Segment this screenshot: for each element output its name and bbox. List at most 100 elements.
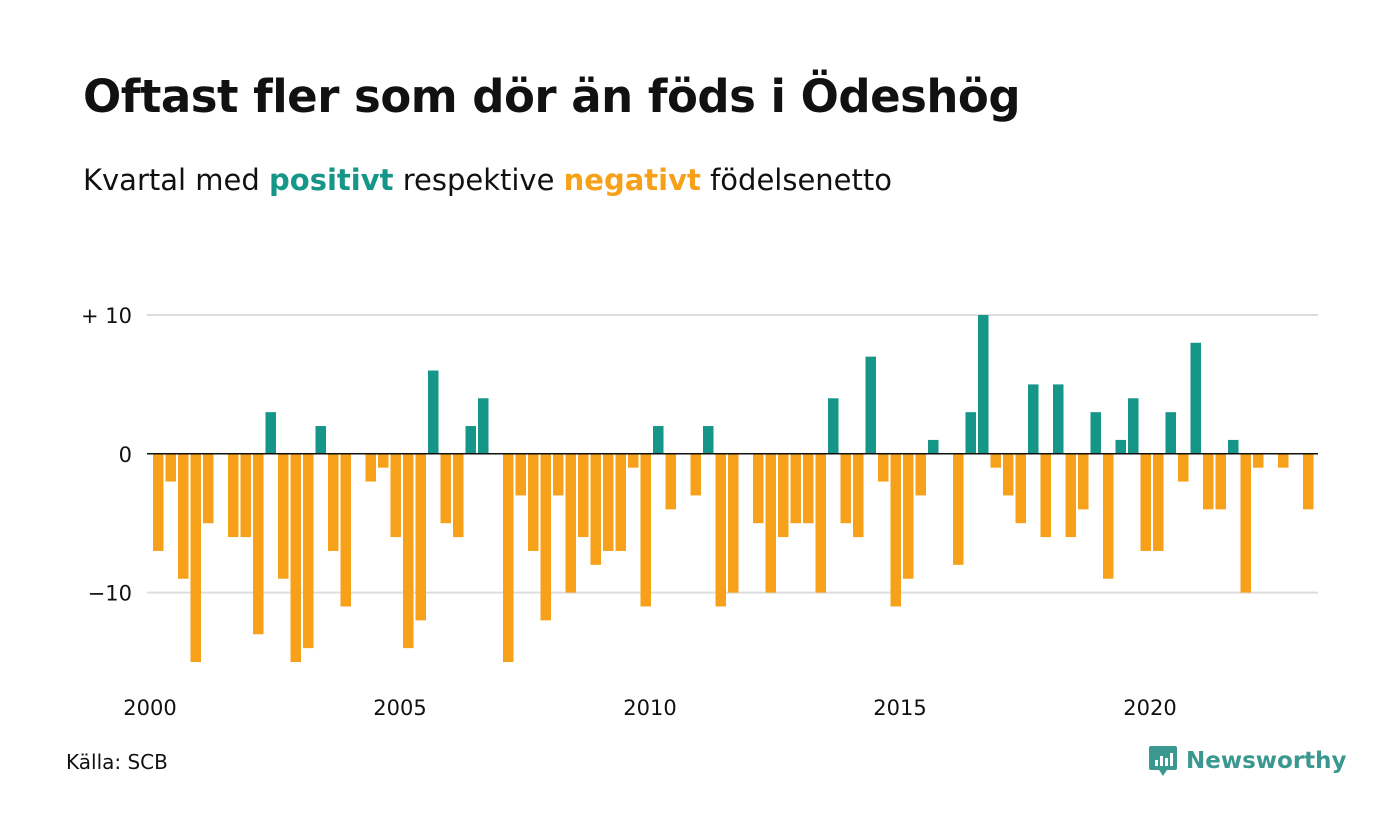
bar-positive — [265, 412, 276, 454]
bar-positive — [1228, 439, 1239, 454]
bar-negative — [665, 453, 676, 510]
chart-title: Oftast fler som dör än föds i Ödeshög — [83, 70, 1021, 123]
bar-negative — [1153, 453, 1164, 551]
bar-negative — [790, 453, 801, 524]
bar-positive — [1028, 384, 1039, 454]
x-tick-label: 2015 — [873, 696, 926, 720]
bar-negative — [253, 453, 264, 635]
bar-positive — [1053, 384, 1064, 454]
bar-negative — [365, 453, 376, 482]
y-tick-label: + 10 — [81, 304, 132, 328]
newsworthy-logo-icon — [1149, 746, 1177, 776]
bar-negative — [203, 453, 214, 524]
bar-negative — [853, 453, 864, 538]
bar-negative — [190, 453, 201, 662]
bar-positive — [828, 398, 839, 454]
bars — [153, 315, 1314, 662]
bar-negative — [153, 453, 164, 551]
bar-negative — [628, 453, 639, 468]
bar-negative — [953, 453, 964, 565]
bar-positive — [653, 426, 664, 454]
bar-negative — [565, 453, 576, 593]
bar-positive — [703, 426, 714, 454]
bar-positive — [465, 426, 476, 454]
bar-negative — [403, 453, 414, 649]
bar-negative — [528, 453, 539, 551]
bar-negative — [278, 453, 289, 579]
bar-negative — [515, 453, 526, 496]
bar-negative — [803, 453, 814, 524]
x-tick-label: 2010 — [623, 696, 676, 720]
bar-positive — [1090, 412, 1101, 454]
bar-negative — [603, 453, 614, 551]
bar-negative — [1015, 453, 1026, 524]
bar-negative — [640, 453, 651, 607]
bar-negative — [340, 453, 351, 607]
bar-negative — [378, 453, 389, 468]
bar-negative — [453, 453, 464, 538]
chart-subtitle: Kvartal med positivt respektive negativt… — [83, 163, 892, 197]
bar-negative — [1215, 453, 1226, 510]
bar-negative — [1278, 453, 1289, 468]
brand-name: Newsworthy — [1186, 748, 1347, 774]
bar-negative — [1140, 453, 1151, 551]
x-tick-label: 2005 — [373, 696, 426, 720]
bar-positive — [1190, 342, 1201, 454]
bar-positive — [865, 356, 876, 454]
bar-negative — [840, 453, 851, 524]
bar-positive — [928, 439, 939, 454]
bar-negative — [778, 453, 789, 538]
bar-negative — [753, 453, 764, 524]
bar-negative — [415, 453, 426, 621]
bar-negative — [228, 453, 239, 538]
bar-negative — [165, 453, 176, 482]
subtitle-negative: negativt — [563, 163, 701, 197]
x-tick-label: 2020 — [1123, 696, 1176, 720]
axis-labels: + 10 0 −10 2000 2005 2010 2015 2020 — [81, 304, 1318, 720]
bar-negative — [915, 453, 926, 496]
bar-negative — [1078, 453, 1089, 510]
bar-negative — [1253, 453, 1264, 468]
bar-positive — [978, 315, 989, 454]
bar-positive — [965, 412, 976, 454]
bar-negative — [1240, 453, 1251, 593]
bar-negative — [815, 453, 826, 593]
bar-positive — [1128, 398, 1139, 454]
bar-negative — [1103, 453, 1114, 579]
bar-negative — [440, 453, 451, 524]
bar-negative — [1003, 453, 1014, 496]
bar-negative — [903, 453, 914, 579]
bar-negative — [728, 453, 739, 593]
bar-negative — [540, 453, 551, 621]
bar-negative — [390, 453, 401, 538]
bar-positive — [315, 426, 326, 454]
bar-negative — [990, 453, 1001, 468]
bar-positive — [428, 370, 439, 454]
subtitle-positive: positivt — [269, 163, 394, 197]
bar-negative — [553, 453, 564, 496]
subtitle-end: födelsenetto — [710, 163, 892, 197]
brand-logo: Newsworthy — [1148, 744, 1347, 778]
bar-negative — [178, 453, 189, 579]
bar-negative — [590, 453, 601, 565]
bar-negative — [715, 453, 726, 607]
bar-negative — [1040, 453, 1051, 538]
bar-negative — [878, 453, 889, 482]
y-tick-label: −10 — [88, 582, 132, 606]
bar-negative — [1203, 453, 1214, 510]
subtitle-middle: respektive — [402, 163, 555, 197]
bar-negative — [615, 453, 626, 551]
bar-negative — [890, 453, 901, 607]
bar-negative — [303, 453, 314, 649]
bar-negative — [690, 453, 701, 496]
bar-negative — [578, 453, 589, 538]
bar-negative — [1303, 453, 1314, 510]
bar-negative — [1178, 453, 1189, 482]
bar-negative — [765, 453, 776, 593]
bar-negative — [1065, 453, 1076, 538]
source-note: Källa: SCB — [66, 750, 168, 774]
bar-negative — [240, 453, 251, 538]
bar-negative — [290, 453, 301, 662]
x-tick-label: 2000 — [123, 696, 176, 720]
